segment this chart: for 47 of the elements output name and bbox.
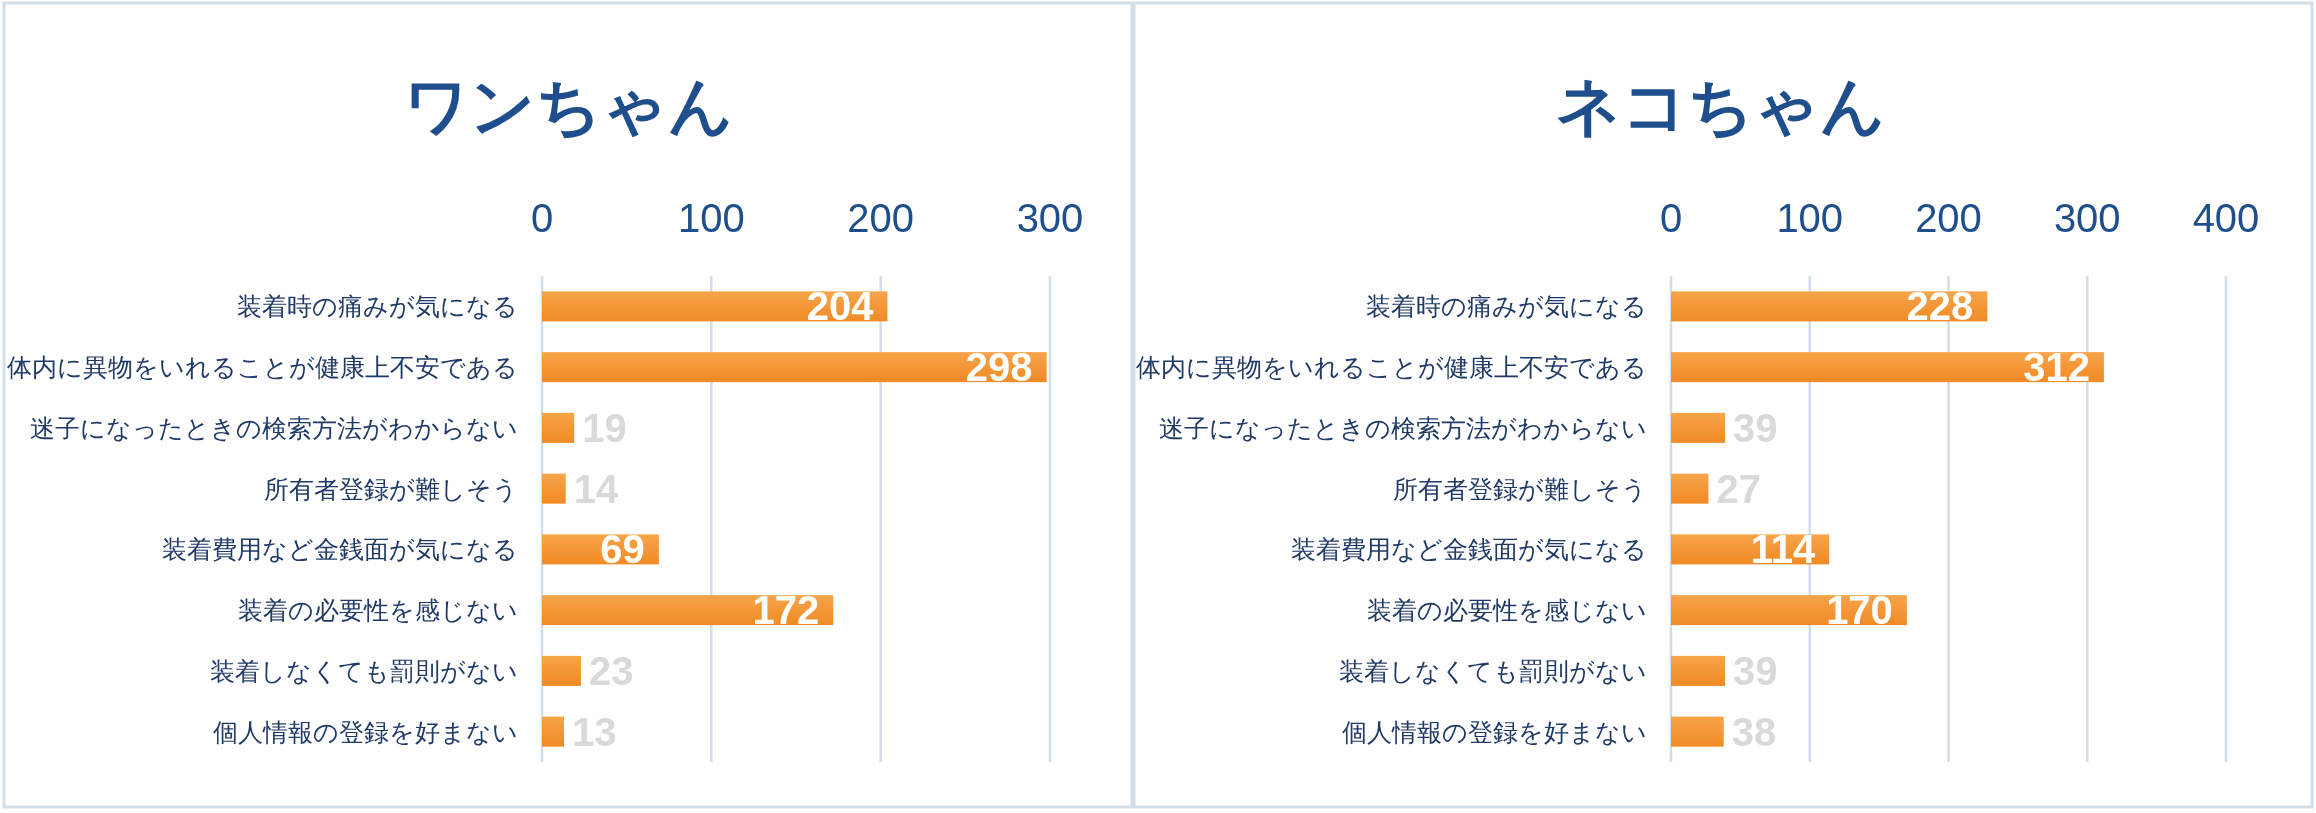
bar — [1671, 716, 1724, 747]
y-tick-label: 体内に異物をいれることが健康上不安である — [1136, 353, 1647, 382]
data-label: 228 — [1906, 284, 1974, 329]
x-tick-label: 200 — [1915, 196, 1982, 240]
data-label: 114 — [1750, 527, 1816, 572]
x-tick-label: 0 — [530, 196, 554, 240]
y-tick-label: 装着費用など金銭面が気になる — [1291, 535, 1647, 564]
x-tick-label: 300 — [2053, 196, 2121, 240]
bar — [1671, 412, 1726, 443]
bar — [542, 655, 581, 686]
y-tick-label: 迷子になったときの検索方法がわからない — [30, 413, 518, 442]
y-tick-label: 装着時の痛みが気になる — [1366, 292, 1647, 321]
bar — [542, 291, 888, 322]
bar — [542, 412, 575, 443]
x-tick-label: 0 — [1659, 196, 1683, 240]
y-tick-label: 装着時の痛みが気になる — [237, 292, 518, 321]
bar — [542, 716, 565, 747]
y-tick-label: 迷子になったときの検索方法がわからない — [1159, 413, 1647, 442]
y-tick-label: 装着の必要性を感じない — [1367, 596, 1647, 625]
y-tick-label: 所有者登録が難しそう — [264, 474, 518, 503]
data-label: 172 — [752, 588, 820, 633]
data-label: 69 — [600, 527, 645, 572]
y-tick-label: 装着の必要性を感じない — [238, 596, 518, 625]
y-tick-label: 個人情報の登録を好まない — [213, 717, 518, 746]
bar — [1671, 352, 2104, 383]
x-tick-label: 200 — [847, 196, 915, 240]
y-tick-label: 装着しなくても罰則がない — [210, 656, 518, 685]
bar — [1671, 655, 1726, 686]
y-tick-label: 体内に異物をいれることが健康上不安である — [7, 353, 518, 382]
y-tick-label: 装着しなくても罰則がない — [1339, 656, 1647, 685]
x-tick-label: 100 — [1776, 196, 1844, 240]
data-label: 312 — [2023, 345, 2090, 390]
bar — [542, 473, 566, 504]
chart-title: ネコちゃん — [1556, 70, 1886, 142]
x-tick-label: 300 — [1016, 196, 1084, 240]
data-label: 204 — [806, 284, 875, 329]
data-label: 170 — [1826, 588, 1893, 633]
bar — [542, 595, 834, 626]
x-tick-label: 100 — [677, 196, 745, 240]
bar — [1671, 473, 1709, 504]
chart-title: ワンちゃん — [404, 70, 734, 142]
y-tick-label: 装着費用など金銭面が気になる — [162, 535, 518, 564]
y-tick-label: 個人情報の登録を好まない — [1342, 717, 1647, 746]
y-tick-label: 所有者登録が難しそう — [1393, 474, 1647, 503]
data-label: 298 — [965, 345, 1033, 390]
x-tick-label: 400 — [2192, 196, 2260, 240]
bar — [542, 352, 1047, 383]
